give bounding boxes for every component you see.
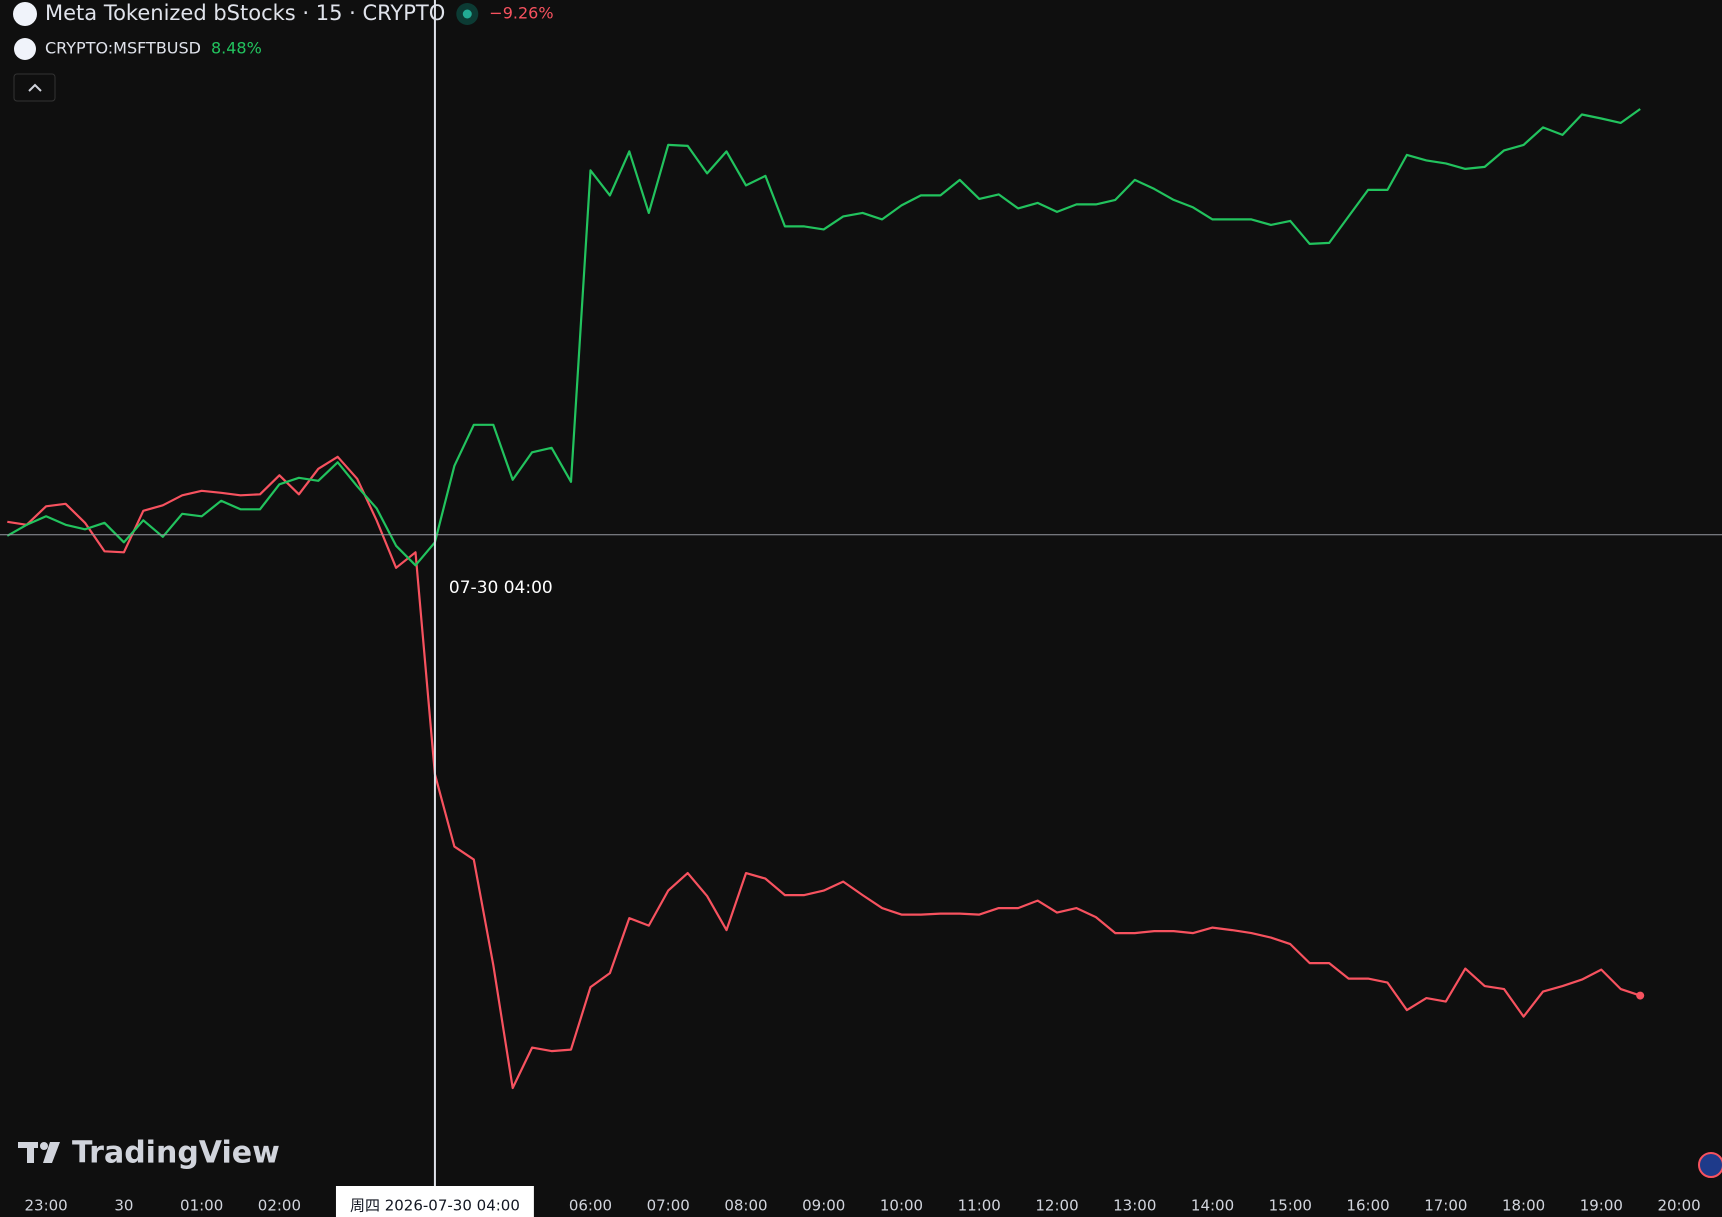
crosshair-label: 07-30 04:00 [449,578,553,598]
x-tick-label: 19:00 [1580,1197,1623,1215]
series-icon [14,38,36,60]
plot-area [6,108,1645,1090]
x-tick-label: 09:00 [802,1197,845,1215]
series-line [7,455,1641,1090]
x-tick-label: 14:00 [1191,1197,1234,1215]
x-tick-label: 06:00 [569,1197,612,1215]
crosshair-axis-label: 周四 2026-07-30 04:00 [350,1197,520,1215]
legend-value: −9.26% [489,4,553,23]
x-tick-label: 11:00 [958,1197,1001,1215]
x-tick-label: 13:00 [1113,1197,1156,1215]
legend-name: Meta Tokenized bStocks · 15 · CRYPTO [45,1,445,25]
watermark: TradingView [72,1136,280,1171]
x-tick-label: 23:00 [25,1197,68,1215]
market-status-dot [462,9,472,19]
chevron-icon [28,83,42,92]
overlay: TradingView [13,73,1722,1178]
x-tick-label: 15:00 [1269,1197,1312,1215]
x-tick-label: 10:00 [880,1197,923,1215]
x-tick-label: 16:00 [1346,1197,1389,1215]
x-tick-label: 07:00 [647,1197,690,1215]
last-point [1636,991,1645,1000]
x-tick-label: 18:00 [1502,1197,1545,1215]
collapse-button[interactable] [13,73,56,102]
x-tick-label: 17:00 [1424,1197,1467,1215]
x-tick-label: 12:00 [1035,1197,1078,1215]
series-line [6,108,1641,567]
logo-icon [18,1142,60,1163]
x-tick-label: 30 [114,1197,133,1215]
legend-value: 8.48% [211,39,262,58]
x-tick-label: 08:00 [724,1197,767,1215]
series-icon [13,2,37,26]
x-tick-label: 01:00 [180,1197,223,1215]
legend-name: CRYPTO:MSFTBUSD [45,39,201,58]
flag-icon [1698,1152,1722,1178]
crosshair-axis-box [335,1186,534,1217]
x-tick-label: 02:00 [258,1197,301,1215]
x-tick-label: 20:00 [1657,1197,1700,1215]
